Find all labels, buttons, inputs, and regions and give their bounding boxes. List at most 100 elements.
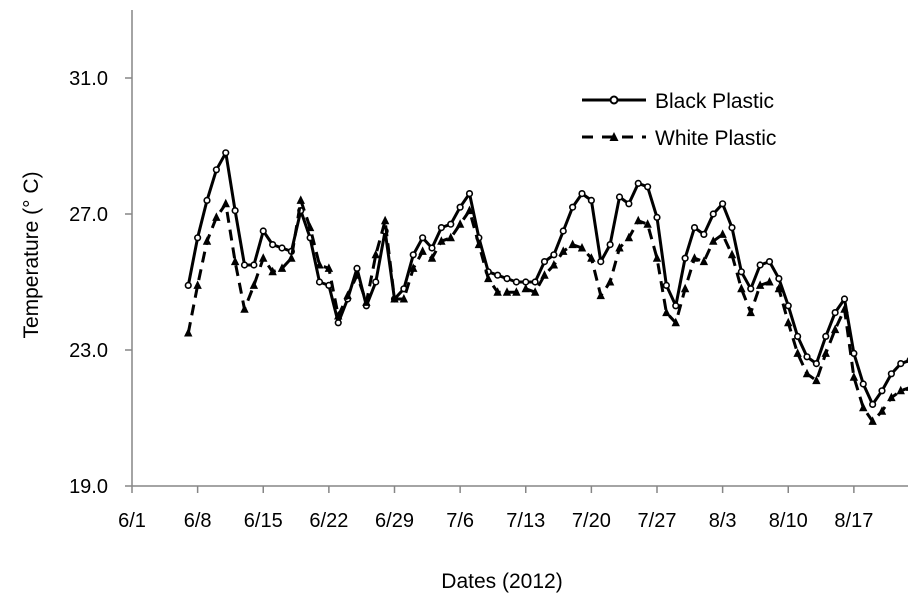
legend-marker-white-plastic [609,132,619,141]
data-point-white-plastic [812,375,821,385]
data-point-black-plastic [756,261,764,269]
data-point-black-plastic [578,190,586,198]
data-point-white-plastic [371,249,380,259]
data-point-white-plastic [859,402,868,412]
x-tick-label: 7/13 [506,510,545,532]
data-point-black-plastic [569,203,577,211]
data-point-white-plastic [268,266,277,276]
data-point-black-plastic [672,302,680,310]
data-point-black-plastic [540,258,549,266]
y-tick-label: 23.0 [69,340,108,362]
data-point-white-plastic [765,277,774,286]
legend: Black Plastic White Plastic [582,90,776,150]
data-point-white-plastic [390,294,399,303]
data-point-black-plastic [897,360,905,368]
data-point-black-plastic [531,278,539,286]
data-point-black-plastic [269,241,277,249]
data-point-white-plastic [484,273,493,283]
data-point-white-plastic [343,290,352,300]
data-point-white-plastic [559,246,568,255]
data-point-black-plastic [512,278,520,286]
data-point-black-plastic [372,278,380,286]
data-point-white-plastic [184,328,193,337]
x-tick-label: 6/29 [375,510,414,532]
y-tick-label: 27.0 [69,204,108,226]
data-point-black-plastic [803,353,811,361]
data-point-black-plastic [662,281,670,290]
data-point-white-plastic [221,198,230,208]
data-point-black-plastic [681,254,689,262]
data-point-black-plastic [775,275,783,283]
data-point-black-plastic [587,196,595,204]
data-point-black-plastic [315,278,324,286]
x-tick-label: 6/1 [118,510,146,532]
data-point-black-plastic [784,302,792,310]
data-point-white-plastic [305,222,315,232]
data-point-black-plastic [634,179,642,187]
data-point-black-plastic [203,196,211,204]
data-point-white-plastic [746,307,755,317]
data-point-black-plastic [494,271,502,279]
x-tick-label: 6/15 [244,510,283,532]
data-point-black-plastic [831,309,839,317]
data-point-white-plastic [399,294,409,303]
data-point-black-plastic [690,224,699,232]
data-point-black-plastic [240,261,249,269]
data-point-black-plastic [559,227,567,235]
data-point-white-plastic [287,253,296,262]
data-point-white-plastic [315,260,324,269]
data-point-white-plastic [502,287,512,296]
data-point-white-plastic [727,249,737,259]
data-point-white-plastic [784,317,793,327]
data-point-white-plastic [652,253,662,262]
data-point-black-plastic [250,261,258,269]
data-point-white-plastic [887,392,896,402]
data-point-black-plastic [887,370,895,378]
data-point-black-plastic [728,224,736,232]
x-tick-label: 6/8 [184,510,212,532]
data-point-black-plastic [503,275,511,283]
data-point-black-plastic [840,295,849,303]
series-layer [184,149,908,425]
data-point-black-plastic [700,230,708,238]
x-tick-label: 7/6 [446,510,474,532]
data-point-black-plastic [878,387,886,395]
data-point-black-plastic [822,332,830,341]
x-tick-label: 8/10 [769,510,808,532]
data-point-black-plastic [859,380,867,388]
data-point-black-plastic [747,285,755,293]
data-point-black-plastic [334,319,342,327]
data-point-white-plastic [737,283,746,293]
data-point-white-plastic [259,253,268,262]
x-tick-label: 8/17 [834,510,873,532]
data-point-white-plastic [774,283,784,293]
data-point-white-plastic [324,263,334,272]
data-point-white-plastic [643,219,652,228]
data-point-white-plastic [577,243,587,252]
data-point-white-plastic [680,283,690,293]
data-point-black-plastic [550,251,558,259]
data-point-white-plastic [596,290,605,300]
data-point-white-plastic [877,406,887,415]
data-point-white-plastic [409,263,418,272]
x-tick-label: 7/27 [638,510,677,532]
data-point-black-plastic [812,360,820,368]
data-point-black-plastic [653,213,661,221]
data-point-black-plastic [428,244,436,252]
data-point-black-plastic [465,190,474,198]
series-group [184,149,908,425]
data-point-black-plastic [231,207,239,215]
data-point-white-plastic [840,304,849,313]
data-point-black-plastic [447,220,455,228]
data-point-white-plastic [296,195,305,204]
data-point-white-plastic [352,270,362,279]
data-point-white-plastic [240,304,249,313]
data-point-black-plastic [419,234,427,242]
data-point-black-plastic [194,234,202,242]
data-point-white-plastic [605,277,615,286]
data-point-white-plastic [455,219,465,228]
data-point-white-plastic [896,385,905,395]
axes: 19.0 23.0 27.0 31.0 6/1 6/8 6/15 6/22 6/29 7/6 7/1… [69,10,908,532]
data-point-white-plastic [868,416,877,425]
